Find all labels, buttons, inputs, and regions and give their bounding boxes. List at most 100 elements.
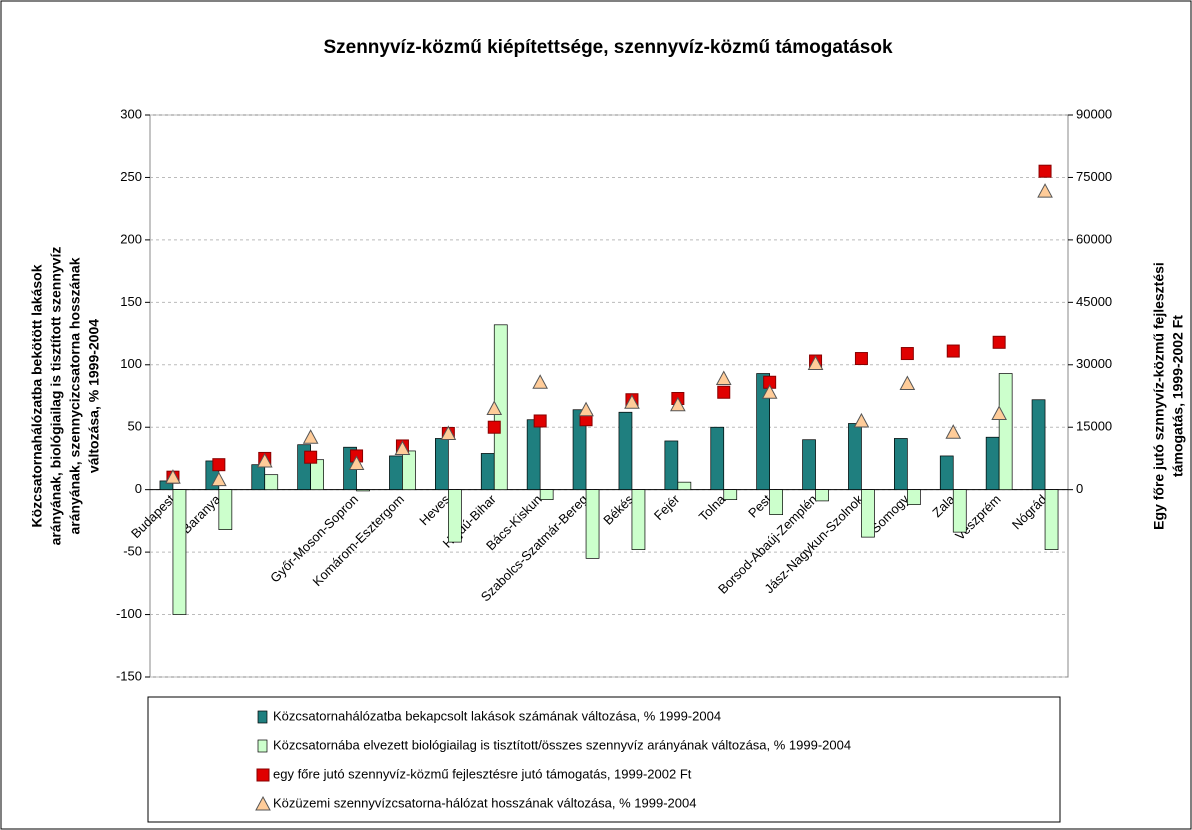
- legend-label: Közcsatornába elvezett biológiailag is t…: [273, 737, 851, 752]
- legend: [147, 696, 1061, 823]
- bar: [985, 436, 1000, 491]
- square-marker: [487, 420, 501, 434]
- bar: [389, 455, 403, 491]
- bar: [664, 440, 679, 491]
- square-marker: [304, 450, 318, 464]
- bar: [1044, 489, 1059, 550]
- square-marker: [946, 344, 960, 358]
- triangle-marker: [486, 400, 503, 415]
- y-tick-label: -50: [123, 544, 142, 559]
- triangle-marker: [715, 370, 732, 386]
- triangle-marker: [807, 355, 824, 371]
- bar: [952, 489, 967, 533]
- bar: [310, 459, 324, 491]
- bar: [769, 489, 784, 515]
- y-tick-label: 50: [128, 419, 142, 434]
- y2-tick-label: 15000: [1076, 419, 1112, 434]
- bar: [756, 373, 771, 491]
- y-axis-title: arányának, szennycizcsatorna hosszának: [67, 257, 83, 534]
- triangle-marker: [899, 375, 916, 391]
- triangle-marker: [255, 795, 271, 811]
- legend-swatch: [257, 710, 268, 724]
- bar: [710, 426, 725, 491]
- bar: [893, 438, 908, 491]
- triangle-marker: [945, 424, 962, 439]
- bar: [572, 409, 587, 491]
- bar: [448, 489, 462, 543]
- bar: [539, 489, 554, 501]
- y-tick-label: 100: [120, 356, 142, 371]
- bar: [998, 373, 1013, 491]
- y2-tick-label: 90000: [1076, 106, 1112, 121]
- y2-tick-label: 75000: [1076, 169, 1112, 184]
- square-marker: [533, 414, 547, 428]
- triangle-marker: [761, 384, 778, 399]
- bar: [677, 481, 692, 491]
- y-tick-label: -150: [116, 668, 142, 683]
- y-axis-title: Közcsatornahálózatba bekötött lakások: [29, 264, 45, 527]
- y-tick-label: 200: [120, 231, 142, 246]
- bar: [218, 489, 233, 530]
- legend-label: Közcsatornahálózatba bekapcsolt lakások …: [273, 708, 721, 723]
- triangle-marker: [624, 394, 640, 409]
- bar: [402, 450, 416, 491]
- chart-title: Szennyvíz-közmű kiépítettsége, szennyvíz…: [323, 37, 893, 58]
- bar: [526, 419, 541, 491]
- plot-area: [149, 114, 1069, 678]
- triangle-marker: [991, 405, 1007, 420]
- y2-axis-title: támogatás, 1999-2002 Ft: [1170, 315, 1186, 477]
- y-tick-label: -100: [116, 606, 142, 621]
- bar: [723, 489, 738, 501]
- triangle-marker: [1037, 183, 1053, 198]
- bar: [861, 489, 875, 538]
- bar: [585, 489, 600, 559]
- bar: [802, 439, 816, 491]
- triangle-marker: [165, 469, 181, 484]
- y-axis-title: változása, % 1999-2004: [86, 319, 102, 473]
- square-marker: [1038, 164, 1052, 178]
- square-marker: [992, 335, 1006, 349]
- bar: [906, 489, 921, 506]
- bar: [356, 489, 370, 492]
- y-tick-label: 300: [120, 106, 142, 121]
- triangle-marker: [394, 440, 411, 455]
- triangle-marker: [670, 396, 686, 412]
- square-marker: [717, 385, 731, 399]
- square-marker: [212, 458, 226, 472]
- bar: [1031, 399, 1046, 491]
- y-tick-label: 250: [120, 169, 142, 184]
- bar: [848, 423, 862, 491]
- bar: [815, 489, 829, 502]
- bar: [939, 455, 954, 491]
- bar: [631, 489, 646, 550]
- triangle-marker: [256, 452, 273, 468]
- bar: [435, 438, 449, 491]
- triangle-marker: [532, 374, 548, 389]
- y-tick-label: 150: [120, 294, 142, 309]
- legend-label: egy főre jutó szennyvíz-közmű fejlesztés…: [273, 766, 692, 781]
- triangle-marker: [440, 425, 457, 440]
- triangle-marker: [211, 471, 227, 487]
- y2-tick-label: 30000: [1076, 356, 1112, 371]
- y2-tick-label: 60000: [1076, 231, 1112, 246]
- triangle-marker: [348, 455, 365, 470]
- bar: [172, 489, 187, 615]
- legend-label: Közüzemi szennyvízcsatorna-hálózat hossz…: [273, 795, 696, 810]
- y2-tick-label: 0: [1076, 481, 1083, 496]
- triangle-marker: [853, 412, 870, 428]
- square-marker: [256, 768, 270, 782]
- bar: [251, 464, 266, 491]
- legend-swatch: [257, 739, 268, 753]
- y2-tick-label: 45000: [1076, 294, 1112, 309]
- square-marker: [854, 352, 868, 366]
- y-tick-label: 0: [135, 481, 142, 496]
- y-axis-title: arányának, biológiailag is tisztított sz…: [48, 247, 64, 546]
- bar: [618, 411, 633, 491]
- triangle-marker: [302, 429, 319, 444]
- bar: [264, 474, 279, 491]
- y2-axis-title: Egy főre jutó sznnyvíz-közmű fejlesztési: [1151, 262, 1167, 530]
- bar: [480, 453, 495, 491]
- square-marker: [900, 347, 914, 361]
- triangle-marker: [578, 401, 594, 417]
